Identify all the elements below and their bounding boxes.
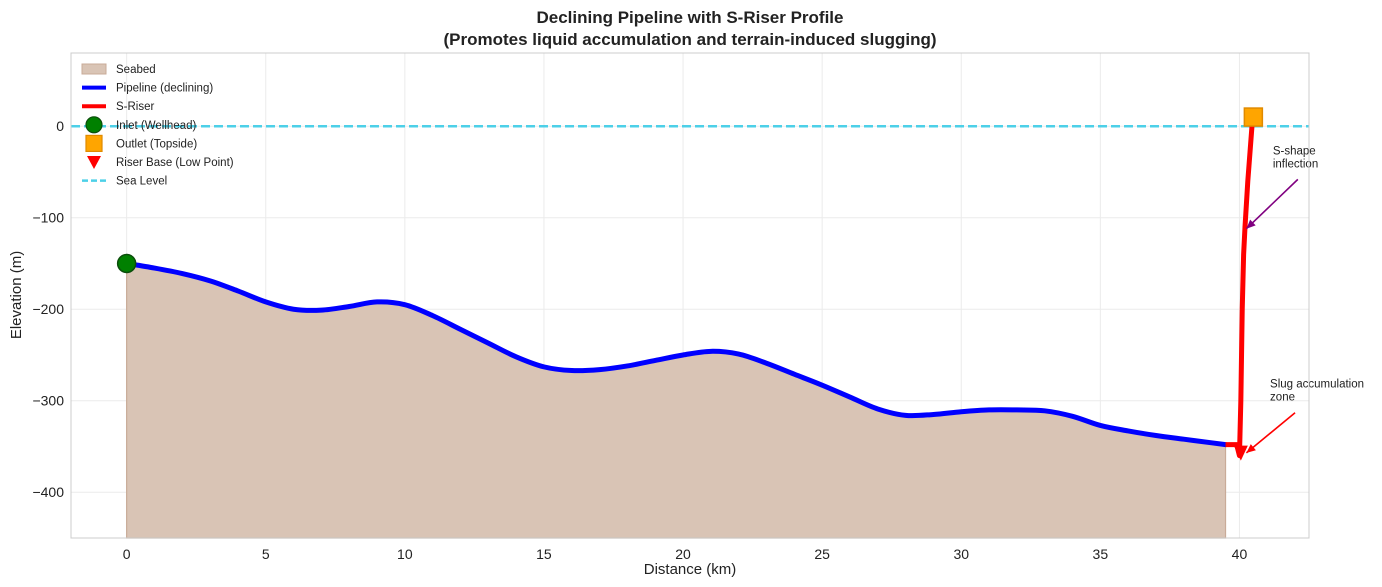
tick-labels: 0 5 10 15 20 25 30 35 40 0 −100 −200 −300 −400	[32, 118, 1247, 562]
y-tick-label: −400	[32, 484, 64, 500]
x-tick-label: 35	[1093, 546, 1109, 562]
legend-item: S-Riser	[82, 101, 155, 113]
riser-base-marker	[1233, 445, 1248, 461]
x-tick-label: 40	[1232, 546, 1248, 562]
annotation-text: S-shape	[1273, 145, 1316, 157]
legend-swatch	[85, 116, 103, 134]
legend-item: Seabed	[81, 63, 156, 76]
x-tick-label: 0	[123, 546, 131, 562]
legend-label: Riser Base (Low Point)	[116, 157, 234, 169]
y-tick-label: −100	[32, 210, 64, 226]
legend: Seabed Pipeline (declining) S-Riser Inlet (…	[81, 63, 234, 188]
y-axis-label: Elevation (m)	[8, 251, 25, 339]
annotation-text: inflection	[1273, 158, 1318, 170]
x-tick-label: 25	[814, 546, 830, 562]
plot-frame	[70, 52, 1310, 539]
pipeline-series	[124, 260, 1229, 448]
markers	[116, 107, 1264, 461]
y-tick-label: −200	[32, 301, 64, 317]
legend-label: Outlet (Topside)	[116, 138, 197, 150]
x-axis-label: Distance (km)	[644, 561, 737, 578]
legend-label: Pipeline (declining)	[116, 83, 213, 95]
chart-title-line-1: Declining Pipeline with S-Riser Profile	[536, 8, 843, 27]
x-tick-label: 5	[262, 546, 270, 562]
legend-label: Seabed	[116, 64, 156, 76]
annotation-arrow	[1245, 412, 1296, 454]
pipeline-line	[124, 260, 1229, 448]
legend-swatch	[85, 134, 103, 152]
x-tick-label: 10	[397, 546, 413, 562]
annotation-text: zone	[1270, 392, 1295, 404]
chart-title-line-2: (Promotes liquid accumulation and terrai…	[443, 30, 936, 49]
outlet-marker	[1243, 107, 1264, 127]
annotation-text: Slug accumulation	[1270, 379, 1364, 391]
x-tick-label: 15	[536, 546, 552, 562]
legend-item: Sea Level	[82, 176, 167, 188]
legend-item: Riser Base (Low Point)	[87, 156, 234, 169]
legend-item: Pipeline (declining)	[82, 83, 213, 95]
y-tick-label: −300	[32, 393, 64, 409]
legend-item: Outlet (Topside)	[85, 134, 197, 152]
annotation-arrowhead	[1246, 219, 1256, 229]
x-tick-label: 30	[953, 546, 969, 562]
inlet-marker	[116, 253, 137, 274]
legend-swatch	[81, 63, 107, 75]
legend-label: S-Riser	[116, 101, 155, 113]
annotation-arrow	[1245, 178, 1299, 230]
legend-swatch	[87, 156, 101, 169]
y-tick-label: 0	[56, 118, 64, 134]
legend-label: Sea Level	[116, 176, 167, 188]
legend-label: Inlet (Wellhead)	[116, 120, 196, 132]
legend-item: Inlet (Wellhead)	[85, 116, 196, 134]
x-tick-label: 20	[675, 546, 691, 562]
annotation-arrowhead	[1246, 444, 1256, 453]
